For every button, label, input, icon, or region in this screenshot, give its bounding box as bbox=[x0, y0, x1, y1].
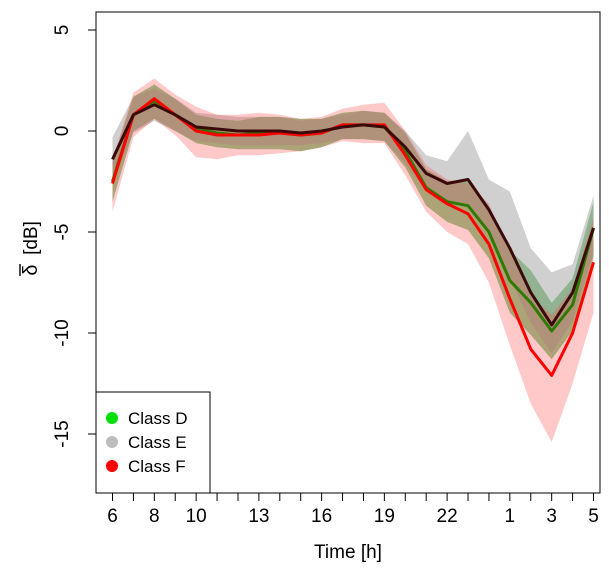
y-tick-label: 5 bbox=[52, 25, 73, 36]
y-axis-label-unit: [dB] bbox=[21, 221, 42, 255]
x-tick-label: 1 bbox=[505, 506, 516, 527]
legend-label: Class E bbox=[128, 433, 187, 452]
line-class-e bbox=[111, 103, 595, 327]
x-axis: 6 8 10 13 16 19 22 1 3 5 bbox=[107, 492, 599, 527]
legend-label: Class F bbox=[128, 457, 186, 476]
y-tick-label: -15 bbox=[52, 420, 73, 447]
legend-marker bbox=[106, 436, 118, 448]
band-class-e bbox=[112, 88, 594, 354]
y-axis: 5 0 -5 -10 -15 bbox=[52, 25, 97, 448]
y-tick-label: -5 bbox=[52, 224, 73, 241]
y-axis-label-symbol: δ bbox=[20, 264, 42, 275]
y-tick-label: -10 bbox=[52, 319, 73, 346]
y-tick-label: 0 bbox=[52, 126, 73, 137]
series-lines bbox=[111, 97, 595, 377]
band-class-d bbox=[112, 84, 594, 360]
x-tick-label: 22 bbox=[437, 506, 458, 527]
x-tick-label: 5 bbox=[588, 506, 599, 527]
legend-marker bbox=[106, 412, 118, 424]
band-class-f bbox=[112, 78, 594, 443]
x-tick-label: 6 bbox=[107, 506, 118, 527]
legend: Class D Class E Class F bbox=[95, 391, 211, 494]
x-tick-label: 16 bbox=[311, 506, 332, 527]
legend-marker bbox=[106, 460, 118, 472]
x-tick-label: 13 bbox=[248, 506, 269, 527]
x-tick-label: 8 bbox=[149, 506, 160, 527]
y-axis-label: [dB] δ bbox=[19, 221, 42, 276]
confidence-bands bbox=[112, 78, 594, 443]
x-tick-label: 3 bbox=[546, 506, 557, 527]
x-tick-label: 19 bbox=[374, 506, 395, 527]
legend-label: Class D bbox=[128, 409, 188, 428]
x-axis-label: Time [h] bbox=[314, 542, 382, 563]
x-tick-label: 10 bbox=[186, 506, 207, 527]
